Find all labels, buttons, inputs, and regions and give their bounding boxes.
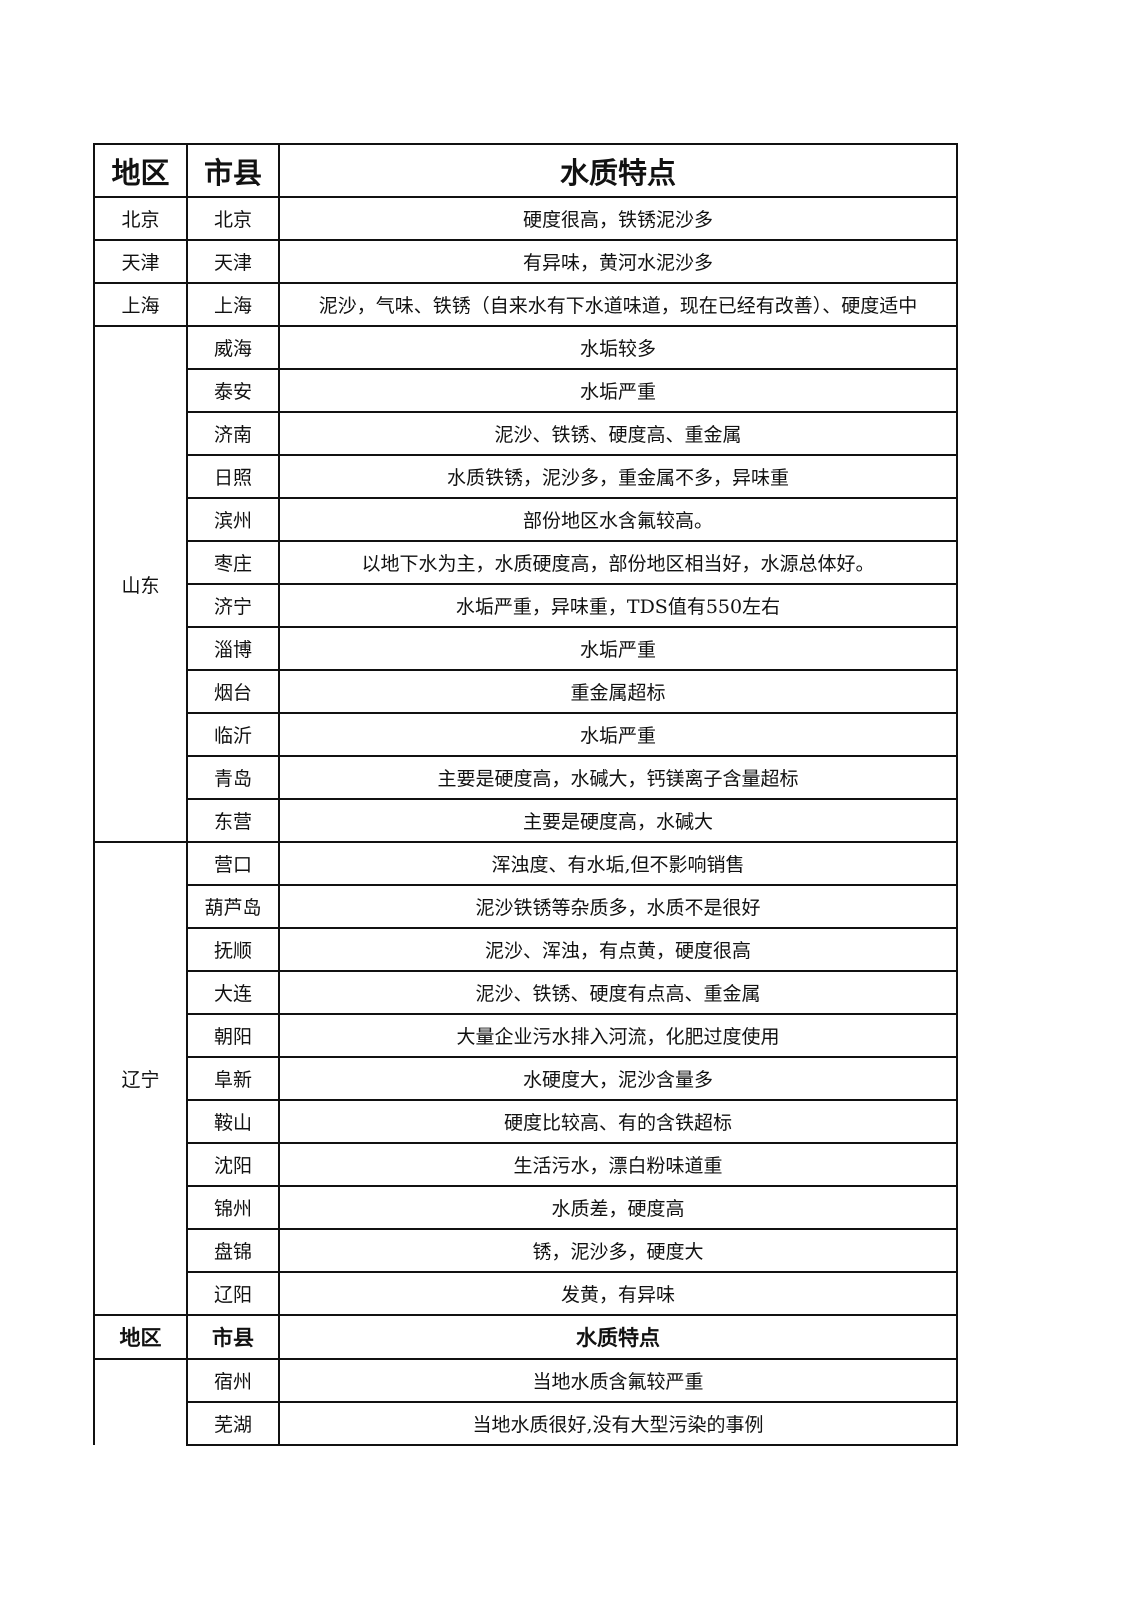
table-row: 日照 水质铁锈，泥沙多，重金属不多，异味重	[94, 454, 958, 499]
table-row: 阜新 水硬度大，泥沙含量多	[94, 1056, 958, 1101]
table-row: 盘锦 锈，泥沙多，硬度大	[94, 1228, 958, 1273]
region-cell: 北京	[93, 196, 188, 241]
city-cell: 锦州	[186, 1185, 280, 1230]
table-row: 烟台 重金属超标	[94, 669, 958, 714]
table-row: 临沂 水垢严重	[94, 712, 958, 757]
description-cell: 重金属超标	[278, 669, 958, 714]
city-cell: 泰安	[186, 368, 280, 413]
table-row: 上海 上海 泥沙，气味、铁锈（自来水有下水道味道，现在已经有改善）、硬度适中	[93, 282, 958, 327]
description-cell: 泥沙、铁锈、硬度有点高、重金属	[278, 970, 958, 1015]
table-row: 枣庄 以地下水为主，水质硬度高，部份地区相当好，水源总体好。	[94, 540, 958, 585]
description-cell: 水质铁锈，泥沙多，重金属不多，异味重	[278, 454, 958, 499]
region-header: 地区	[93, 143, 188, 198]
city-cell: 盘锦	[186, 1228, 280, 1273]
header-row: 地区 市县 水质特点	[93, 143, 958, 198]
city-cell: 烟台	[186, 669, 280, 714]
city-cell: 营口	[186, 841, 280, 886]
city-cell: 青岛	[186, 755, 280, 800]
description-cell: 水垢严重，异味重，TDS值有550左右	[278, 583, 958, 628]
description-cell: 水垢严重	[278, 368, 958, 413]
description-header: 水质特点	[278, 143, 958, 198]
city-cell: 大连	[186, 970, 280, 1015]
table-row: 山东 威海 水垢较多	[93, 325, 958, 843]
description-cell: 有异味，黄河水泥沙多	[278, 239, 958, 284]
description-cell: 水硬度大，泥沙含量多	[278, 1056, 958, 1101]
city-cell: 济南	[186, 411, 280, 456]
description-cell: 硬度很高，铁锈泥沙多	[278, 196, 958, 241]
description-cell: 部份地区水含氟较高。	[278, 497, 958, 542]
table-row: 锦州 水质差，硬度高	[94, 1185, 958, 1230]
water-quality-table: 地区 市县 水质特点 北京 北京 硬度很高，铁锈泥沙多 天津 天津 有异味，黄河水泥沙多 上海 上海…	[93, 143, 958, 1446]
header-row: 地区 市县 水质特点	[93, 1314, 958, 1360]
table-row: 沈阳 生活污水，漂白粉味道重	[94, 1142, 958, 1187]
city-cell: 枣庄	[186, 540, 280, 585]
city-cell: 淄博	[186, 626, 280, 671]
table-row: 葫芦岛 泥沙铁锈等杂质多，水质不是很好	[94, 884, 958, 929]
description-cell: 泥沙、铁锈、硬度高、重金属	[278, 411, 958, 456]
description-cell: 水质差，硬度高	[278, 1185, 958, 1230]
table-row: 朝阳 大量企业污水排入河流，化肥过度使用	[94, 1013, 958, 1058]
description-cell: 大量企业污水排入河流，化肥过度使用	[278, 1013, 958, 1058]
description-cell: 泥沙，气味、铁锈（自来水有下水道味道，现在已经有改善）、硬度适中	[278, 282, 958, 327]
table-row: 宿州 当地水质含氟较严重	[93, 1358, 958, 1445]
region-cell	[93, 1358, 188, 1445]
city-header: 市县	[186, 1314, 280, 1360]
city-cell: 芜湖	[186, 1401, 280, 1446]
description-cell: 锈，泥沙多，硬度大	[278, 1228, 958, 1273]
city-cell: 临沂	[186, 712, 280, 757]
description-cell: 当地水质很好,没有大型污染的事例	[278, 1401, 958, 1446]
description-cell: 水垢严重	[278, 626, 958, 671]
table-row: 辽宁 营口 浑浊度、有水垢,但不影响销售	[93, 841, 958, 1316]
table-row: 济宁 水垢严重，异味重，TDS值有550左右	[94, 583, 958, 628]
region-cell: 天津	[93, 239, 188, 284]
table-row: 济南 泥沙、铁锈、硬度高、重金属	[94, 411, 958, 456]
table-row: 滨州 部份地区水含氟较高。	[94, 497, 958, 542]
city-cell: 辽阳	[186, 1271, 280, 1316]
city-cell: 沈阳	[186, 1142, 280, 1187]
city-cell: 济宁	[186, 583, 280, 628]
region-header: 地区	[93, 1314, 188, 1360]
description-cell: 硬度比较高、有的含铁超标	[278, 1099, 958, 1144]
table-row: 芜湖 当地水质很好,没有大型污染的事例	[94, 1401, 958, 1446]
region-cell: 上海	[93, 282, 188, 327]
description-cell: 主要是硬度高，水碱大，钙镁离子含量超标	[278, 755, 958, 800]
city-cell: 阜新	[186, 1056, 280, 1101]
table-row: 抚顺 泥沙、浑浊，有点黄，硬度很高	[94, 927, 958, 972]
city-cell: 天津	[186, 239, 280, 284]
description-cell: 泥沙铁锈等杂质多，水质不是很好	[278, 884, 958, 929]
description-cell: 发黄，有异味	[278, 1271, 958, 1316]
table-row: 鞍山 硬度比较高、有的含铁超标	[94, 1099, 958, 1144]
description-cell: 以地下水为主，水质硬度高，部份地区相当好，水源总体好。	[278, 540, 958, 585]
city-header: 市县	[186, 143, 280, 198]
city-cell: 抚顺	[186, 927, 280, 972]
city-cell: 滨州	[186, 497, 280, 542]
city-cell: 上海	[186, 282, 280, 327]
table-row: 天津 天津 有异味，黄河水泥沙多	[93, 239, 958, 284]
city-cell: 宿州	[186, 1358, 280, 1403]
city-cell: 北京	[186, 196, 280, 241]
description-header: 水质特点	[278, 1314, 958, 1360]
city-cell: 朝阳	[186, 1013, 280, 1058]
region-cell: 辽宁	[93, 841, 188, 1316]
table-row: 青岛 主要是硬度高，水碱大，钙镁离子含量超标	[94, 755, 958, 800]
table-row: 东营 主要是硬度高，水碱大	[94, 798, 958, 843]
description-cell: 主要是硬度高，水碱大	[278, 798, 958, 843]
city-cell: 威海	[186, 325, 280, 370]
description-cell: 生活污水，漂白粉味道重	[278, 1142, 958, 1187]
table-row: 泰安 水垢严重	[94, 368, 958, 413]
region-cell: 山东	[93, 325, 188, 843]
description-cell: 水垢较多	[278, 325, 958, 370]
description-cell: 泥沙、浑浊，有点黄，硬度很高	[278, 927, 958, 972]
description-cell: 水垢严重	[278, 712, 958, 757]
description-cell: 当地水质含氟较严重	[278, 1358, 958, 1403]
city-cell: 东营	[186, 798, 280, 843]
city-cell: 鞍山	[186, 1099, 280, 1144]
table-row: 北京 北京 硬度很高，铁锈泥沙多	[93, 196, 958, 241]
city-cell: 日照	[186, 454, 280, 499]
table-row: 淄博 水垢严重	[94, 626, 958, 671]
table-row: 辽阳 发黄，有异味	[94, 1271, 958, 1316]
table-row: 大连 泥沙、铁锈、硬度有点高、重金属	[94, 970, 958, 1015]
description-cell: 浑浊度、有水垢,但不影响销售	[278, 841, 958, 886]
city-cell: 葫芦岛	[186, 884, 280, 929]
